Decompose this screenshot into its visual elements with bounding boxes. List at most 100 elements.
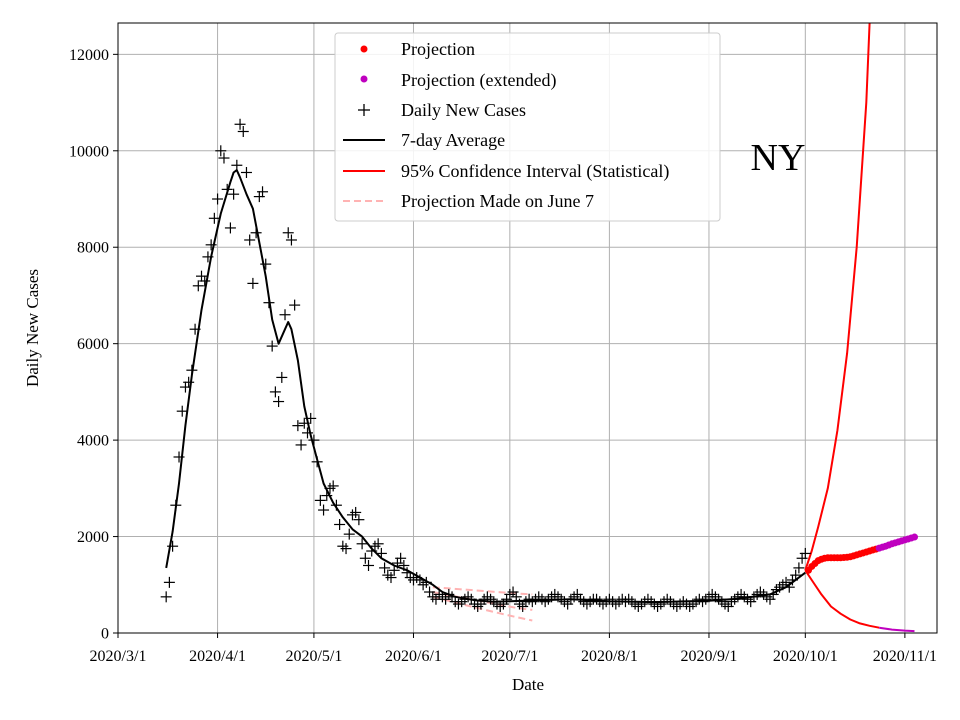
daily-cases-point	[661, 593, 673, 605]
daily-cases-point	[443, 588, 455, 600]
daily-cases-point	[176, 405, 188, 417]
daily-cases-point	[488, 596, 500, 608]
daily-cases-point	[758, 588, 770, 600]
daily-cases-point	[250, 227, 262, 239]
daily-cases-point	[276, 371, 288, 383]
daily-cases-point	[318, 504, 330, 516]
daily-cases-point	[224, 222, 236, 234]
ci-lower-extended-line	[879, 626, 915, 633]
daily-cases-point	[706, 588, 718, 600]
x-tick-label: 2020/4/1	[189, 648, 246, 665]
daily-cases-point	[192, 280, 204, 292]
legend-marker-projection	[360, 45, 368, 53]
daily-cases-point	[700, 593, 712, 605]
daily-cases-point	[786, 574, 798, 586]
daily-cases-point	[244, 234, 256, 246]
daily-cases-point	[292, 420, 304, 432]
daily-cases-point	[542, 593, 554, 605]
legend-label-projection-june-7: Projection Made on June 7	[401, 191, 594, 211]
seven-day-average-line	[165, 169, 806, 604]
tick-labels: 2020/3/1 2020/4/1 2020/5/1 2020/6/1 2020/7/1…	[69, 47, 937, 665]
daily-cases-point	[504, 588, 516, 600]
y-tick-label: 4000	[77, 433, 109, 450]
x-tick-label: 2020/7/1	[481, 648, 538, 665]
daily-cases-point	[228, 188, 240, 200]
daily-cases-point	[257, 186, 269, 198]
daily-cases-point	[375, 547, 387, 559]
daily-cases-point	[636, 598, 648, 610]
legend-label-7-day-average: 7-day Average	[401, 130, 505, 150]
projection-extended-point	[911, 533, 919, 541]
daily-cases-point	[186, 364, 198, 376]
daily-cases-point	[231, 159, 243, 171]
daily-cases-point	[748, 591, 760, 603]
daily-cases-point	[173, 451, 185, 463]
daily-cases-point	[790, 569, 802, 581]
daily-cases-point	[295, 439, 307, 451]
daily-cases-point	[507, 586, 519, 598]
daily-cases-point	[452, 598, 464, 610]
daily-cases-point	[742, 593, 754, 605]
daily-cases-point	[208, 212, 220, 224]
daily-cases-point	[202, 251, 214, 263]
x-axis-label: Date	[512, 675, 544, 694]
daily-cases-point	[517, 600, 529, 612]
daily-cases-point	[298, 417, 310, 429]
daily-cases-point	[321, 490, 333, 502]
daily-cases-point	[308, 434, 320, 446]
daily-cases-point	[664, 596, 676, 608]
daily-cases-point	[725, 596, 737, 608]
daily-cases-point	[285, 234, 297, 246]
legend: Projection Projection (extended) Daily N…	[334, 32, 721, 222]
daily-cases-point	[218, 152, 230, 164]
daily-cases-point	[311, 456, 323, 468]
daily-cases-point	[558, 596, 570, 608]
daily-cases-point	[263, 297, 275, 309]
daily-cases-point	[738, 591, 750, 603]
daily-cases-point	[783, 581, 795, 593]
y-tick-label: 10000	[69, 143, 109, 160]
daily-cases-point	[472, 600, 484, 612]
daily-cases-point	[196, 270, 208, 282]
daily-cases-point	[761, 591, 773, 603]
daily-cases-point	[420, 576, 432, 588]
daily-cases-point	[677, 596, 689, 608]
x-tick-label: 2020/6/1	[385, 648, 442, 665]
daily-cases-point	[327, 480, 339, 492]
daily-cases-point	[350, 506, 362, 518]
daily-cases-point	[282, 227, 294, 239]
daily-cases-point	[565, 593, 577, 605]
daily-cases-point	[379, 562, 391, 574]
x-tick-label: 2020/11/1	[873, 648, 937, 665]
daily-cases-point	[366, 545, 378, 557]
daily-cases-point	[526, 596, 538, 608]
legend-box	[334, 32, 721, 222]
projection-june7-line	[432, 591, 533, 611]
daily-cases-point	[215, 145, 227, 157]
y-tick-label: 6000	[77, 336, 109, 353]
daily-cases-point	[330, 499, 342, 511]
y-tick-label: 12000	[69, 47, 109, 64]
daily-cases-point	[170, 499, 182, 511]
daily-cases-point	[603, 593, 615, 605]
y-axis-label: Daily New Cases	[23, 269, 42, 387]
daily-cases-point	[353, 514, 365, 526]
daily-cases-point	[642, 593, 654, 605]
x-tick-label: 2020/9/1	[681, 648, 738, 665]
daily-cases-point	[289, 299, 301, 311]
x-tick-label: 2020/10/1	[773, 648, 838, 665]
daily-cases-point	[697, 596, 709, 608]
projection-june7-line	[432, 586, 533, 596]
projection-june7-line	[432, 595, 533, 622]
x-tick-label: 2020/5/1	[285, 648, 342, 665]
daily-cases-point	[539, 596, 551, 608]
daily-cases-point	[549, 588, 561, 600]
axes-frame	[113, 22, 938, 638]
legend-label-confidence-interval: 95% Confidence Interval (Statistical)	[401, 161, 669, 182]
daily-cases-point	[722, 600, 734, 612]
daily-cases-point	[510, 591, 522, 603]
x-tick-label: 2020/8/1	[581, 648, 638, 665]
axes-border	[117, 22, 938, 634]
daily-cases-point	[626, 596, 638, 608]
